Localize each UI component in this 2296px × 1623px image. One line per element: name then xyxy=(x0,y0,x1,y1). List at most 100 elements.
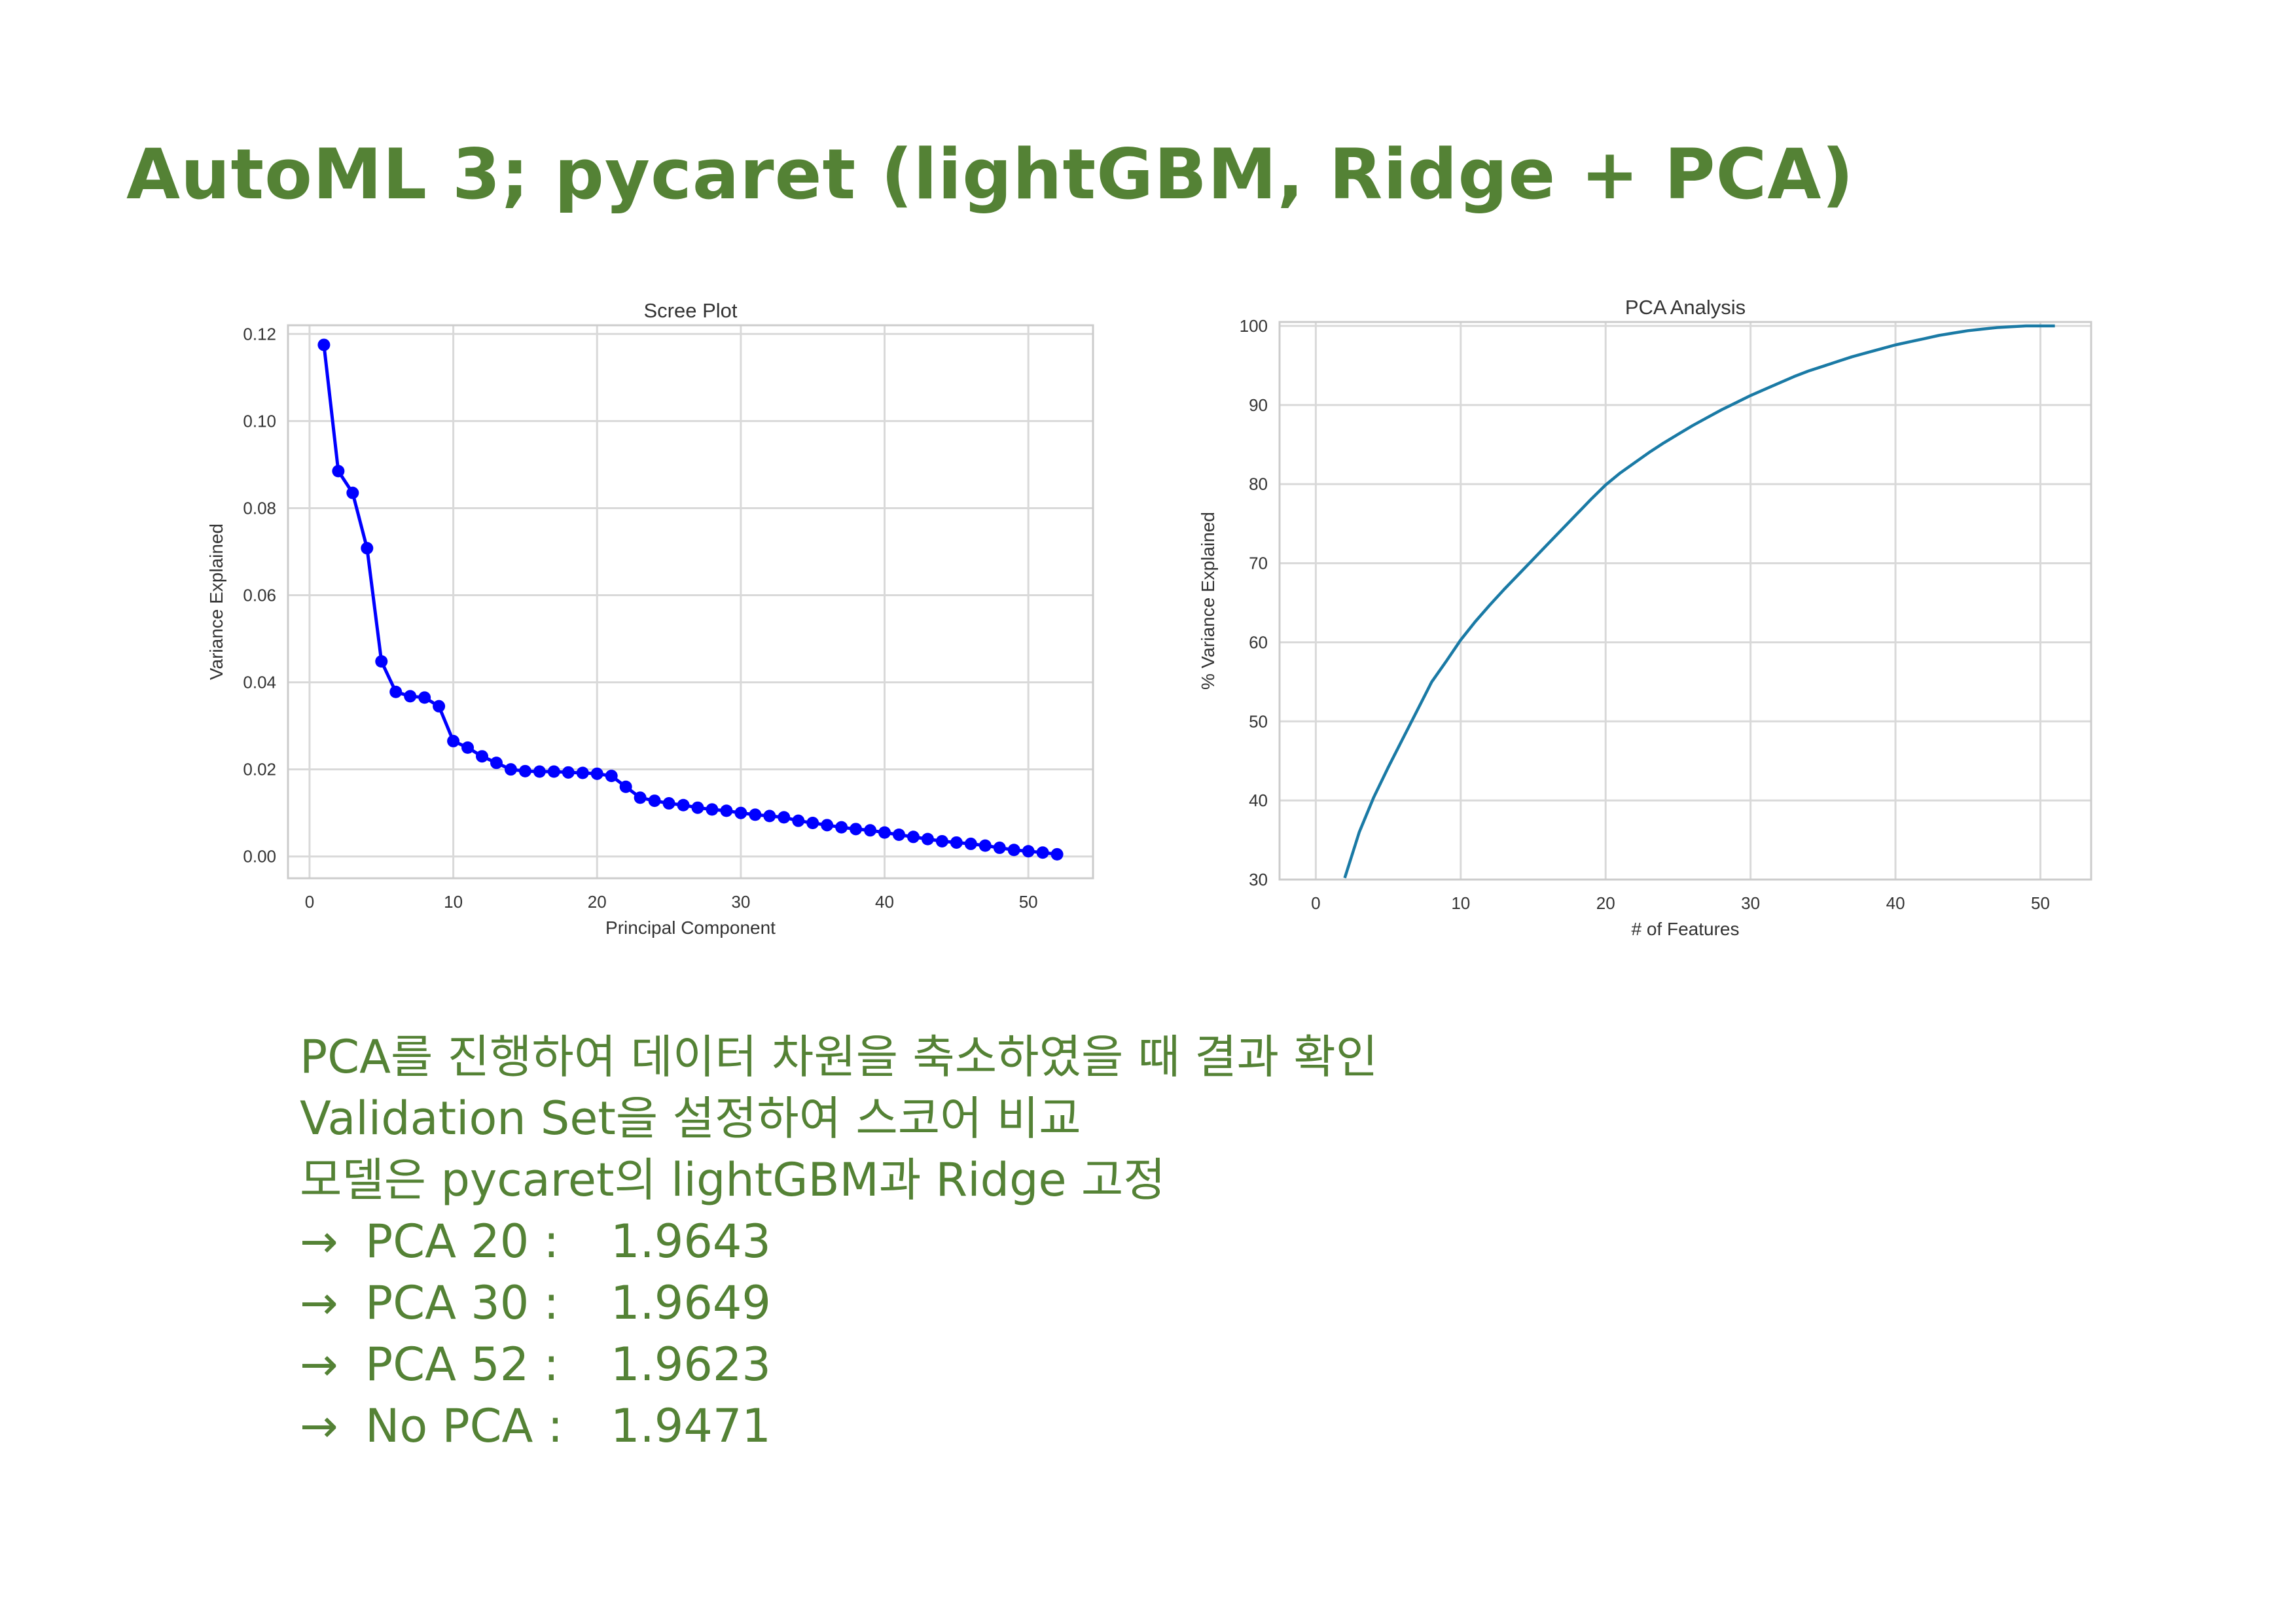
y-tick-label: 0.04 xyxy=(243,673,276,692)
data-point xyxy=(921,832,934,846)
x-tick-label: 0 xyxy=(305,892,314,912)
x-tick-label: 50 xyxy=(1019,892,1038,912)
data-point xyxy=(935,834,948,847)
score-label: PCA 20 : xyxy=(365,1215,560,1268)
data-point xyxy=(317,338,331,351)
data-point xyxy=(361,542,374,555)
score-value: 1.9623 xyxy=(611,1338,771,1391)
y-tick-label: 80 xyxy=(1249,474,1268,494)
x-axis-label: # of Features xyxy=(1632,919,1740,939)
data-point xyxy=(978,839,992,852)
data-point xyxy=(533,765,546,778)
data-point xyxy=(490,757,503,770)
data-point xyxy=(346,486,359,499)
data-point xyxy=(1007,844,1020,857)
data-point xyxy=(850,823,863,836)
y-tick-label: 40 xyxy=(1249,791,1268,810)
y-axis-label: Variance Explained xyxy=(206,524,226,680)
data-point xyxy=(864,824,877,837)
score-label: No PCA : xyxy=(365,1399,564,1453)
x-tick-label: 10 xyxy=(444,892,463,912)
data-point xyxy=(634,791,647,804)
data-point xyxy=(677,798,690,812)
score-row-pca-20: → PCA 20 : 1.9643 xyxy=(300,1211,1378,1272)
data-point xyxy=(878,826,891,839)
scree-plot-svg: 0 10 20 30 40 50 0.00 0.02 0.04 0.06 0.08 0.10 0.12 S… xyxy=(206,299,1094,938)
score-label: PCA 30 : xyxy=(365,1276,560,1330)
data-point xyxy=(590,767,603,780)
arrow-icon: → xyxy=(300,1276,338,1330)
data-point xyxy=(547,765,560,778)
data-point xyxy=(734,806,747,819)
x-tick-label: 30 xyxy=(731,892,750,912)
data-point xyxy=(720,804,733,817)
x-tick-label: 10 xyxy=(1451,893,1470,913)
y-tick-label: 0.02 xyxy=(243,760,276,779)
x-tick-label: 30 xyxy=(1741,893,1760,913)
data-point xyxy=(332,465,345,478)
x-tick-label: 20 xyxy=(1596,893,1615,913)
note-line-1: PCA를 진행하여 데이터 차원을 축소하였을 때 결과 확인 xyxy=(300,1030,1378,1084)
y-axis-label: % Variance Explained xyxy=(1198,512,1218,690)
data-point xyxy=(433,700,446,713)
data-point xyxy=(389,685,403,698)
data-point xyxy=(749,808,762,821)
data-point xyxy=(1036,846,1049,859)
data-point xyxy=(821,819,834,832)
chart-title: Scree Plot xyxy=(643,299,737,322)
arrow-icon: → xyxy=(300,1399,338,1453)
data-point xyxy=(562,766,575,779)
score-value: 1.9643 xyxy=(611,1215,771,1268)
note-line-2: Validation Set을 설정하여 스코어 비교 xyxy=(300,1092,1081,1145)
data-point xyxy=(763,810,776,823)
slide-title: AutoML 3; pycaret (lightGBM, Ridge + PCA… xyxy=(126,134,1854,215)
data-point xyxy=(648,794,661,808)
pca-analysis-svg: 0 10 20 30 40 50 30 40 50 60 70 80 90 100 PCA Analysis… xyxy=(1198,296,2092,939)
y-tick-label: 100 xyxy=(1240,316,1268,336)
y-tick-label: 30 xyxy=(1249,870,1268,889)
data-point xyxy=(950,836,963,849)
data-point xyxy=(892,828,905,841)
y-tick-label: 50 xyxy=(1249,711,1268,731)
data-point xyxy=(778,811,791,824)
data-point xyxy=(605,770,618,783)
arrow-icon: → xyxy=(300,1338,338,1391)
data-point xyxy=(504,763,517,776)
data-point xyxy=(404,690,417,703)
x-tick-label: 40 xyxy=(1886,893,1905,913)
score-row-pca-52: → PCA 52 : 1.9623 xyxy=(300,1334,1378,1395)
data-point xyxy=(476,750,489,763)
data-point xyxy=(691,801,704,814)
notes-block: PCA를 진행하여 데이터 차원을 축소하였을 때 결과 확인 Validati… xyxy=(300,1026,1378,1457)
data-point xyxy=(418,691,431,704)
data-point xyxy=(906,830,920,844)
x-axis-label: Principal Component xyxy=(605,918,776,938)
y-tick-label: 0.06 xyxy=(243,586,276,605)
data-point xyxy=(1050,847,1064,861)
y-tick-label: 90 xyxy=(1249,395,1268,415)
data-point xyxy=(964,837,977,850)
y-tick-label: 0.10 xyxy=(243,411,276,431)
y-tick-label: 0.08 xyxy=(243,498,276,518)
score-row-pca-30: → PCA 30 : 1.9649 xyxy=(300,1272,1378,1334)
score-value: 1.9649 xyxy=(611,1276,771,1330)
data-point xyxy=(835,821,848,834)
score-label: PCA 52 : xyxy=(365,1338,560,1391)
scree-plot-chart: 0 10 20 30 40 50 0.00 0.02 0.04 0.06 0.08 0.10 0.12 S… xyxy=(190,281,1126,942)
x-tick-label: 20 xyxy=(588,892,607,912)
plot-frame xyxy=(1278,321,2092,881)
data-point xyxy=(792,814,805,827)
plot-frame xyxy=(287,324,1094,880)
data-point xyxy=(806,817,819,829)
data-point xyxy=(993,841,1006,854)
series-line xyxy=(1343,324,2055,879)
data-point xyxy=(619,780,632,793)
x-tick-label: 50 xyxy=(2031,893,2050,913)
chart-title: PCA Analysis xyxy=(1625,296,1746,319)
data-point xyxy=(662,797,675,810)
y-tick-label: 0.00 xyxy=(243,847,276,866)
y-tick-label: 0.12 xyxy=(243,324,276,344)
note-line-3: 모델은 pycaret의 lightGBM과 Ridge 고정 xyxy=(300,1153,1166,1207)
data-point xyxy=(375,655,388,668)
y-tick-label: 60 xyxy=(1249,632,1268,652)
